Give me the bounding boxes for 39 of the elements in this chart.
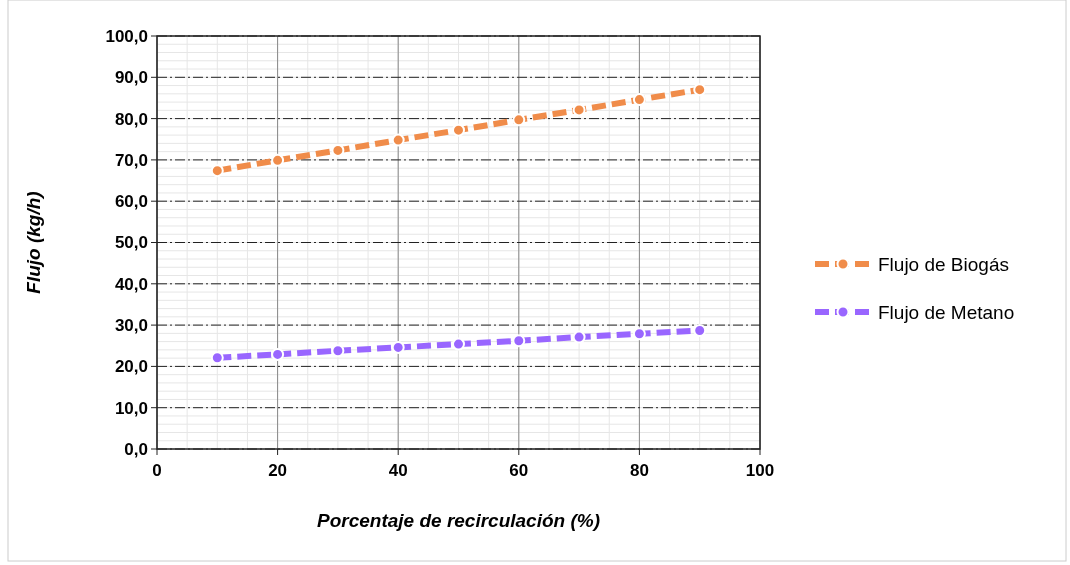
point (572, 330, 586, 344)
y-tick-label: 0,0 (124, 439, 148, 459)
point (572, 103, 586, 117)
y-tick-label: 50,0 (114, 233, 148, 253)
x-tick-label: 100 (745, 461, 775, 480)
point (210, 351, 224, 365)
y-tick-label: 40,0 (114, 274, 148, 294)
y-tick-label: 30,0 (114, 316, 148, 336)
y-tick-label: 60,0 (114, 192, 148, 212)
legend-label: Flujo de Biogás (878, 253, 1009, 275)
point (693, 83, 707, 97)
point (512, 113, 526, 127)
y-tick-label: 10,0 (114, 398, 148, 418)
point (452, 337, 465, 351)
point (512, 334, 526, 348)
point (271, 347, 285, 361)
y-axis-title: Flujo (kg/h) (23, 191, 44, 294)
x-tick-label: 80 (629, 461, 649, 480)
point (391, 133, 405, 147)
point (693, 323, 707, 337)
point (331, 344, 345, 358)
x-tick-label: 20 (268, 461, 288, 480)
legend-label: Flujo de Metano (878, 301, 1015, 323)
x-tick-label: 40 (388, 461, 408, 480)
x-tick-label: 60 (509, 461, 529, 480)
y-tick-label: 100,0 (105, 26, 148, 46)
point (632, 327, 646, 341)
point (271, 153, 285, 167)
y-tick-label: 70,0 (114, 150, 148, 170)
point (452, 123, 465, 137)
point (331, 143, 345, 157)
y-tick-label: 80,0 (114, 109, 148, 129)
point (632, 93, 646, 107)
y-tick-label: 90,0 (114, 68, 148, 88)
point (391, 340, 405, 354)
point (210, 164, 224, 178)
x-tick-label: 0 (152, 461, 162, 480)
x-axis-title: Porcentaje de recirculación (%) (317, 510, 600, 531)
y-tick-label: 20,0 (114, 357, 148, 377)
